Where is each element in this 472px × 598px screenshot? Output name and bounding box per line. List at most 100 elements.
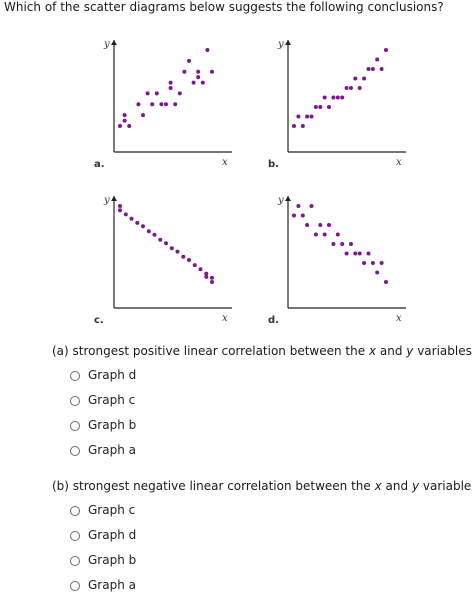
data-point: [196, 69, 201, 74]
data-point: [204, 274, 209, 279]
panel-label: a.: [94, 159, 105, 170]
option-label: Graph c: [88, 393, 136, 407]
data-point: [168, 80, 173, 85]
data-point: [187, 258, 191, 262]
data-point: [344, 251, 349, 256]
part-a-option[interactable]: Graph a: [52, 438, 472, 463]
data-point: [198, 267, 203, 272]
part-a-prompt: (a) strongest positive linear correlatio…: [52, 344, 472, 359]
part-a-option[interactable]: Graph b: [52, 413, 472, 438]
part-b-option[interactable]: Graph b: [52, 548, 472, 573]
data-point: [305, 114, 310, 119]
data-point: [309, 204, 314, 208]
y-variable: y: [411, 479, 420, 493]
data-point: [154, 91, 159, 96]
radio-button[interactable]: [70, 580, 80, 591]
radio-button[interactable]: [70, 555, 80, 566]
data-point: [362, 76, 367, 81]
data-point: [129, 216, 134, 221]
data-point: [123, 212, 128, 217]
data-point: [353, 251, 358, 256]
y-axis-label: y: [277, 39, 284, 50]
data-point: [196, 75, 201, 80]
data-point: [192, 263, 197, 268]
data-point: [366, 251, 371, 256]
part-b-prompt-mid: and: [381, 479, 412, 493]
data-point: [313, 232, 318, 237]
part-a-option[interactable]: Graph c: [52, 388, 472, 413]
data-point: [349, 86, 353, 90]
y-variable: y: [406, 344, 414, 358]
data-point: [379, 67, 384, 71]
data-point: [145, 91, 150, 96]
data-point: [187, 58, 191, 63]
data-point: [313, 105, 318, 109]
data-point: [375, 57, 380, 62]
data-point: [384, 48, 388, 52]
part-b: (b) strongest negative linear correlatio…: [52, 479, 472, 598]
data-point: [164, 241, 168, 246]
part-b-option[interactable]: Graph d: [52, 523, 472, 548]
y-axis-arrow-icon: [285, 196, 291, 201]
data-point: [322, 95, 327, 100]
data-point: [146, 229, 151, 234]
x-axis-label: x: [222, 157, 228, 168]
data-point: [357, 251, 362, 256]
data-point: [136, 102, 141, 107]
part-a-option[interactable]: Graph d: [52, 363, 472, 388]
part-a-prompt-mid: and: [376, 344, 407, 358]
part-b-prompt-end: variables: [419, 479, 472, 493]
scatter-plot-a: y x a.: [94, 34, 239, 172]
data-point: [335, 95, 340, 100]
panel-label: b.: [268, 159, 279, 170]
data-point: [344, 86, 349, 90]
scatter-plot-b: y x b.: [268, 34, 413, 172]
part-b-prompt: (b) strongest negative linear correlatio…: [52, 479, 472, 494]
data-point: [118, 204, 122, 208]
scatter-svg: y x c.: [94, 195, 232, 326]
scatter-plot-d: y x d.: [268, 190, 413, 328]
x-axis-label: x: [396, 313, 402, 324]
data-point: [296, 114, 301, 119]
radio-button[interactable]: [70, 505, 80, 516]
panel-label: d.: [268, 315, 279, 326]
data-point: [200, 80, 205, 85]
data-point: [177, 91, 182, 96]
data-point: [322, 232, 327, 237]
data-point: [173, 102, 178, 107]
option-label: Graph a: [88, 443, 136, 457]
y-axis-label: y: [277, 195, 284, 206]
scatter-svg: y x d.: [268, 195, 406, 326]
radio-button[interactable]: [70, 395, 80, 406]
data-point: [168, 86, 173, 90]
panel-label: c.: [94, 315, 104, 326]
data-point: [353, 76, 358, 81]
data-point: [182, 69, 187, 74]
option-label: Graph b: [88, 418, 137, 432]
data-point: [300, 213, 305, 218]
data-point: [135, 220, 140, 225]
data-point: [181, 254, 186, 259]
part-a: (a) strongest positive linear correlatio…: [52, 344, 472, 463]
part-b-option[interactable]: Graph c: [52, 498, 472, 523]
y-axis-arrow-icon: [111, 196, 117, 201]
option-label: Graph d: [88, 368, 137, 382]
data-point: [191, 80, 196, 85]
scatter-plot-c: y x c.: [94, 190, 239, 328]
y-axis-label: y: [103, 39, 110, 50]
data-point: [152, 232, 157, 237]
part-b-option[interactable]: Graph a: [52, 573, 472, 598]
data-point: [384, 280, 388, 284]
option-label: Graph b: [88, 553, 137, 567]
data-point: [204, 271, 209, 276]
radio-button[interactable]: [70, 370, 80, 381]
radio-button[interactable]: [70, 530, 80, 541]
radio-button[interactable]: [70, 420, 80, 431]
radio-button[interactable]: [70, 445, 80, 456]
data-point: [169, 246, 174, 251]
data-point: [118, 208, 122, 213]
data-point: [164, 102, 168, 107]
data-point: [210, 69, 214, 74]
data-point: [127, 124, 132, 128]
data-point: [370, 261, 375, 265]
